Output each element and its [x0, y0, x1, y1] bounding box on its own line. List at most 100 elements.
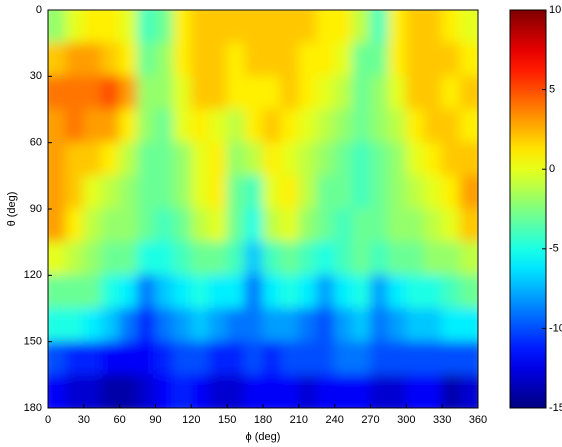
heatmap-cell	[244, 241, 264, 276]
heatmap-cell	[137, 241, 156, 276]
heatmap-cell	[244, 75, 264, 110]
x-tick-label: 60	[114, 414, 126, 426]
heatmap-cell	[172, 175, 192, 210]
heatmap-cell	[137, 175, 156, 210]
heatmap-cell	[423, 142, 443, 177]
heatmap-cell	[65, 142, 85, 177]
heatmap-cell	[387, 241, 407, 276]
colorbar	[509, 9, 547, 409]
heatmap-cell	[334, 142, 354, 177]
heatmap-cell	[298, 241, 318, 276]
heatmap-cell	[334, 42, 354, 77]
heatmap-cell	[172, 308, 192, 343]
heatmap-cell	[280, 10, 300, 44]
heatmap-cell	[334, 109, 354, 144]
heatmap-cell	[137, 308, 156, 343]
heatmap-cell	[119, 142, 139, 177]
y-axis-label: θ (deg)	[6, 192, 18, 227]
heatmap-cell	[172, 142, 192, 177]
heatmap-cell	[370, 274, 389, 309]
heatmap-cell	[423, 75, 443, 110]
heatmap-cell	[244, 175, 264, 210]
heatmap-cell	[155, 10, 174, 44]
heatmap-cell	[262, 341, 282, 376]
heatmap-cell	[370, 142, 389, 177]
colorbar-tick-label: -5	[549, 243, 559, 255]
heatmap-cell	[316, 10, 336, 44]
heatmap-cell	[459, 308, 478, 343]
heatmap-cell	[405, 208, 425, 243]
heatmap-cell	[101, 341, 121, 376]
heatmap-cell	[352, 10, 371, 44]
heatmap-cell	[65, 308, 85, 343]
heatmap-cell	[65, 10, 85, 44]
heatmap-cell	[65, 241, 85, 276]
heatmap-cell	[244, 10, 264, 44]
heatmap-cell	[387, 308, 407, 343]
heatmap-cell	[280, 208, 300, 243]
x-tick-label: 150	[218, 414, 236, 426]
heatmap-cell	[190, 208, 210, 243]
heatmap-cell	[137, 42, 156, 77]
heatmap-cell	[280, 374, 300, 408]
heatmap-cell	[298, 341, 318, 376]
heatmap-cell	[155, 142, 174, 177]
heatmap-cell	[262, 75, 282, 110]
heatmap-cell	[48, 42, 67, 77]
heatmap-cell	[352, 308, 371, 343]
heatmap-cell	[226, 374, 246, 408]
heatmap-cell	[352, 109, 371, 144]
heatmap-cell	[190, 374, 210, 408]
heatmap-cell	[405, 341, 425, 376]
heatmap-cell	[244, 274, 264, 309]
heatmap-cell	[334, 341, 354, 376]
heatmap-cell	[119, 175, 139, 210]
heatmap-cell	[423, 308, 443, 343]
heatmap-cell	[208, 374, 228, 408]
heatmap-cell	[226, 10, 246, 44]
heatmap-cell	[208, 341, 228, 376]
heatmap-cell	[405, 75, 425, 110]
x-tick-label: 360	[469, 414, 487, 426]
heatmap-cell	[65, 42, 85, 77]
heatmap-cell	[83, 208, 103, 243]
heatmap-cell	[423, 274, 443, 309]
heatmap-cell	[298, 308, 318, 343]
heatmap-cell	[334, 374, 354, 408]
heatmap-cell	[101, 175, 121, 210]
heatmap-cell	[101, 42, 121, 77]
heatmap-cell	[262, 274, 282, 309]
heatmap-cell	[226, 142, 246, 177]
heatmap-cell	[262, 109, 282, 144]
heatmap-cell	[226, 208, 246, 243]
heatmap-cell	[208, 274, 228, 309]
heatmap-cell	[119, 274, 139, 309]
heatmap-cell	[370, 374, 389, 408]
heatmap-cell	[83, 109, 103, 144]
heatmap-cell	[352, 341, 371, 376]
heatmap-cell	[83, 308, 103, 343]
heatmap-cell	[208, 241, 228, 276]
heatmap-cell	[441, 241, 461, 276]
heatmap-cell	[226, 42, 246, 77]
heatmap-cell	[190, 175, 210, 210]
heatmap-cell	[441, 374, 461, 408]
heatmap-cell	[459, 274, 478, 309]
heatmap-cell	[370, 308, 389, 343]
heatmap-cell	[316, 308, 336, 343]
heatmap-cell	[119, 75, 139, 110]
heatmap-cell	[262, 175, 282, 210]
heatmap-cell	[190, 42, 210, 77]
heatmap-cell	[441, 175, 461, 210]
heatmap-cell	[298, 42, 318, 77]
heatmap-cell	[459, 142, 478, 177]
heatmap-cell	[352, 274, 371, 309]
heatmap-cell	[280, 241, 300, 276]
heatmap-cell	[65, 175, 85, 210]
heatmap-cell	[334, 75, 354, 110]
heatmap-cell	[65, 109, 85, 144]
heatmap-cell	[441, 341, 461, 376]
heatmap-cell	[405, 274, 425, 309]
heatmap-cell	[137, 142, 156, 177]
heatmap-cell	[155, 175, 174, 210]
